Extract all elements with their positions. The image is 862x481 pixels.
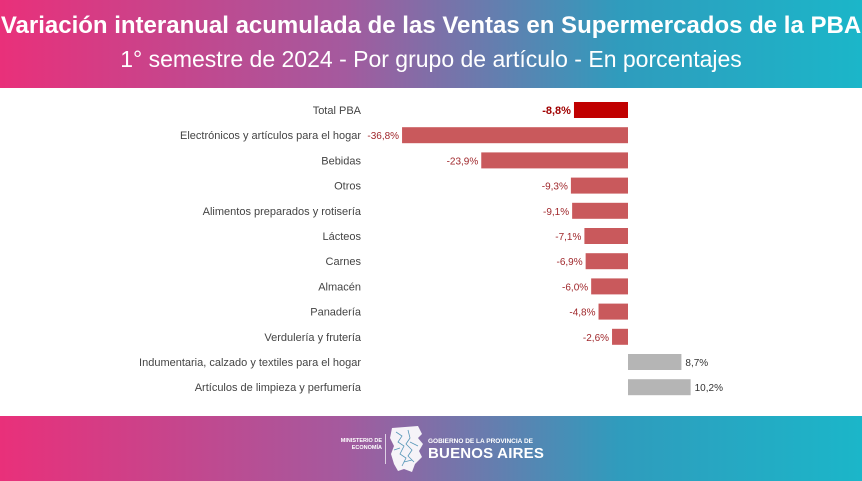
bar [628, 354, 682, 370]
category-label: Indumentaria, calzado y textiles para el… [139, 357, 361, 369]
category-label: Alimentos preparados y rotisería [203, 206, 362, 218]
bar [573, 102, 628, 118]
data-label: -2,6% [583, 333, 609, 344]
category-label: Verdulería y frutería [264, 332, 361, 344]
logo-divider [385, 434, 386, 464]
chart-subtitle: 1° semestre de 2024 - Por grupo de artíc… [120, 46, 742, 72]
data-label: -7,1% [555, 232, 581, 243]
category-label: Electrónicos y artículos para el hogar [180, 130, 361, 142]
data-label: -4,8% [569, 308, 595, 319]
government-line-2: BUENOS AIRES [428, 445, 545, 462]
category-label: Panadería [310, 307, 362, 319]
bar [572, 202, 628, 219]
bar [570, 177, 628, 194]
header-band: Variación interanual acumulada de las Ve… [0, 0, 862, 88]
category-label: Total PBA [313, 105, 362, 117]
ministry-label: MINISTERIO DE ECONOMÍA [336, 438, 382, 452]
chart-title: Variación interanual acumulada de las Ve… [0, 12, 862, 39]
bar [584, 228, 628, 244]
data-label: 8,7% [685, 358, 708, 369]
data-label: -36,8% [367, 131, 399, 142]
bar [585, 253, 628, 270]
bar [591, 278, 628, 295]
footer-band [0, 416, 862, 481]
ministry-line-2: ECONOMÍA [351, 445, 382, 451]
bar [402, 127, 628, 144]
data-label: -9,1% [543, 207, 569, 218]
data-label: 10,2% [695, 383, 723, 394]
data-label: -6,9% [557, 257, 583, 268]
government-line-1: GOBIERNO DE LA PROVINCIA DE [428, 438, 533, 445]
ministry-line-1: MINISTERIO DE [340, 438, 382, 444]
government-logo: MINISTERIO DE ECONOMÍA GOBIERNO DE LA PR… [336, 424, 544, 474]
bar [612, 328, 628, 345]
buenos-aires-map-icon [390, 426, 423, 472]
category-label: Bebidas [321, 155, 361, 167]
bar [598, 303, 628, 320]
category-label: Carnes [326, 256, 362, 268]
data-label: -8,8% [542, 105, 571, 117]
bar-chart: Total PBA -8,8% Electrónicos y artículos p… [139, 102, 723, 396]
category-label: Otros [334, 181, 361, 193]
category-label: Lácteos [322, 231, 361, 243]
bar [628, 379, 691, 396]
data-label: -23,9% [447, 156, 479, 167]
data-label: -9,3% [542, 182, 568, 193]
bar [481, 152, 628, 169]
data-label: -6,0% [562, 282, 588, 293]
category-label: Artículos de limpieza y perfumería [195, 382, 362, 394]
category-label: Almacén [318, 281, 361, 293]
